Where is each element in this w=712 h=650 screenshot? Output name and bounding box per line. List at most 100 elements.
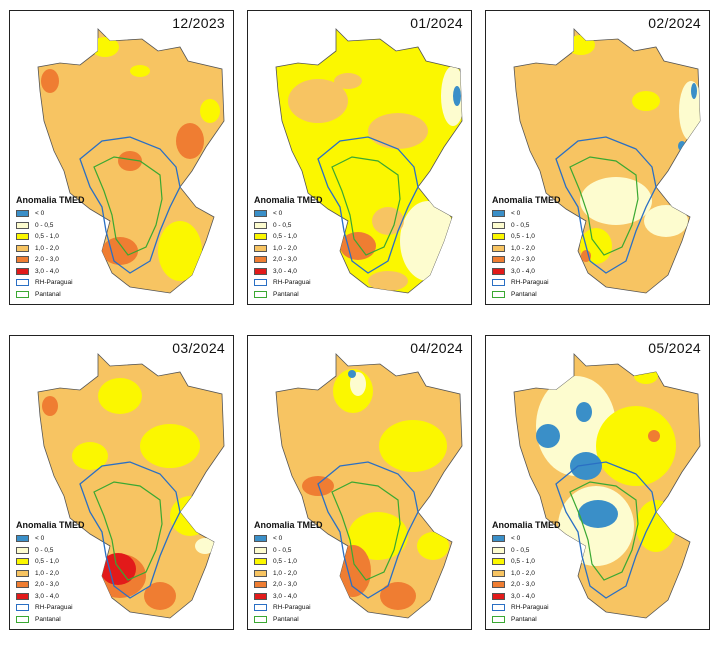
anomaly-zone [170,496,210,536]
legend-item: RH-Paraguai [492,277,602,289]
rh-paraguai-boundary [555,461,657,599]
legend-item: < 0 [492,208,602,220]
legend-swatch [16,244,29,252]
legend-item: Pantanal [16,614,126,626]
anomaly-zone [350,372,366,396]
legend-swatch [492,221,505,229]
legend-item: Pantanal [254,614,364,626]
legend-label: 3,0 - 4,0 [273,267,297,275]
panel-date: 02/2024 [648,15,701,31]
map-legend: Anomalia TMED < 0 0 - 0,5 0,5 - 1,0 1,0 … [492,195,602,300]
legend-swatch [16,233,29,241]
legend-item: RH-Paraguai [16,277,126,289]
anomaly-zone [118,151,142,171]
anomaly-zone [302,476,334,496]
pantanal-boundary [93,156,163,256]
legend-item: 3,0 - 4,0 [254,591,364,603]
panel-date: 03/2024 [172,340,225,356]
legend-label: < 0 [35,210,45,218]
panel-date: 01/2024 [410,15,463,31]
map-panel-4: 03/2024 Anomalia TMED < 0 0 - 0,5 0,5 - … [9,335,234,630]
panel-date: 05/2024 [648,340,701,356]
legend-label: 2,0 - 3,0 [35,581,59,589]
anomaly-zone [453,86,461,106]
anomaly-zone [176,123,204,159]
legend-label: RH-Paraguai [273,279,311,287]
legend-label: RH-Paraguai [511,604,549,612]
legend-label: 0 - 0,5 [273,546,292,554]
legend-item: RH-Paraguai [254,602,364,614]
anomaly-zone [368,271,408,291]
legend-swatch [254,615,267,623]
legend-swatch [254,290,267,298]
state-outline [37,353,225,619]
legend-item: < 0 [16,208,126,220]
legend-item: 2,0 - 3,0 [16,254,126,266]
pantanal-boundary [331,156,401,256]
rh-paraguai-boundary [79,136,181,274]
legend-label: 2,0 - 3,0 [273,581,297,589]
legend-swatch [254,221,267,229]
legend-item: 0 - 0,5 [16,545,126,557]
legend-label: 1,0 - 2,0 [273,569,297,577]
legend-swatch [254,592,267,600]
legend-label: 2,0 - 3,0 [511,256,535,264]
legend-label: 0 - 0,5 [511,221,530,229]
legend-label: 2,0 - 3,0 [511,581,535,589]
legend-label: 3,0 - 4,0 [35,267,59,275]
legend-label: 0 - 0,5 [35,221,54,229]
legend-item: 1,0 - 2,0 [254,243,364,255]
legend-item: 3,0 - 4,0 [492,266,602,278]
anomaly-zone [72,442,108,470]
legend-title: Anomalia TMED [492,195,561,205]
anomaly-zone [158,221,202,281]
legend-swatch [16,221,29,229]
rh-paraguai-boundary [555,136,657,274]
legend-label: < 0 [273,210,283,218]
legend-item: RH-Paraguai [16,602,126,614]
pantanal-boundary [331,481,401,581]
legend-swatch [254,279,267,287]
legend-item: 0 - 0,5 [254,220,364,232]
rh-paraguai-boundary [317,461,419,599]
legend-swatch [492,546,505,554]
legend-swatch [16,592,29,600]
anomaly-zone [576,402,592,422]
legend-label: < 0 [511,210,521,218]
map-panel-5: 04/2024 Anomalia TMED < 0 0 - 0,5 0,5 - … [247,335,472,630]
anomaly-zone [648,430,660,442]
legend-swatch [254,256,267,264]
legend-label: RH-Paraguai [511,279,549,287]
legend-item: 0 - 0,5 [254,545,364,557]
legend-label: RH-Paraguai [273,604,311,612]
legend-label: Pantanal [511,615,537,623]
legend-swatch [492,558,505,566]
legend-item: RH-Paraguai [254,277,364,289]
anomaly-zone [348,370,356,378]
legend-item: 1,0 - 2,0 [254,568,364,580]
legend-swatch [254,244,267,252]
legend-swatch [16,581,29,589]
legend-swatch [492,592,505,600]
map-legend: Anomalia TMED < 0 0 - 0,5 0,5 - 1,0 1,0 … [492,520,602,625]
legend-label: RH-Paraguai [35,279,73,287]
legend-swatch [16,615,29,623]
legend-item: Pantanal [492,614,602,626]
legend-swatch [254,210,267,218]
legend-item: Pantanal [254,289,364,301]
legend-item: RH-Paraguai [492,602,602,614]
map-5 [275,353,463,619]
anomaly-zone [130,65,150,77]
map-legend: Anomalia TMED < 0 0 - 0,5 0,5 - 1,0 1,0 … [16,195,126,300]
map-2 [275,28,463,294]
anomaly-zone [580,177,652,225]
legend-swatch [492,535,505,543]
legend-label: 2,0 - 3,0 [273,256,297,264]
pantanal-boundary [569,481,639,581]
legend-swatch [492,279,505,287]
legend-swatch [16,569,29,577]
legend-label: Pantanal [511,290,537,298]
legend-label: 3,0 - 4,0 [511,592,535,600]
legend-item: 0,5 - 1,0 [492,231,602,243]
legend-item: 2,0 - 3,0 [492,254,602,266]
